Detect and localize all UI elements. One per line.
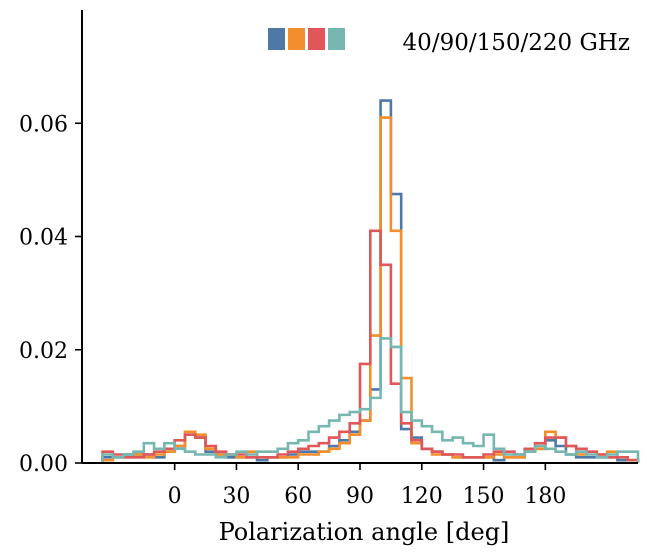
- x-axis-label: Polarization angle [deg]: [219, 518, 510, 546]
- y-tick-label: 0.04: [19, 226, 68, 251]
- x-tick-label: 150: [463, 484, 505, 509]
- series-3-step-line: [101, 229, 640, 463]
- ticks: 0 30 60 90 120 150 180 0.00 0.02 0.04 0.06: [19, 112, 566, 509]
- y-tick-label: 0.02: [19, 339, 68, 364]
- series-4-step-line: [101, 337, 640, 463]
- y-tick-label: 0.06: [19, 112, 68, 137]
- legend-label: 40/90/150/220 GHz: [403, 30, 630, 56]
- legend-swatch-3: [308, 28, 325, 50]
- legend: 40/90/150/220 GHz: [268, 28, 630, 56]
- x-tick-label: 30: [222, 484, 250, 509]
- x-tick-label: 90: [346, 484, 374, 509]
- series-layer: [101, 99, 640, 463]
- legend-swatch-1: [268, 28, 285, 50]
- y-tick-label: 0.00: [19, 452, 68, 477]
- x-tick-label: 60: [284, 484, 312, 509]
- legend-swatch-4: [328, 28, 345, 50]
- x-tick-label: 120: [401, 484, 443, 509]
- x-tick-label: 180: [524, 484, 566, 509]
- legend-swatch-2: [288, 28, 305, 50]
- x-tick-label: 0: [168, 484, 182, 509]
